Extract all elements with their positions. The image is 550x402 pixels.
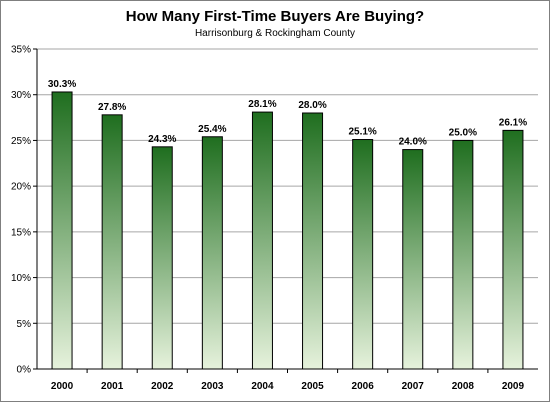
x-tick-label: 2004 [251, 381, 274, 392]
y-tick-label: 35% [11, 45, 31, 56]
x-tick-label: 2000 [51, 381, 74, 392]
data-label: 25.0% [449, 127, 477, 138]
bar [502, 129, 524, 370]
bar [201, 136, 223, 370]
y-tick-label: 20% [11, 182, 31, 193]
data-label: 25.4% [198, 124, 226, 135]
bar [151, 146, 173, 370]
bar [402, 149, 424, 370]
y-tick-label: 30% [11, 90, 31, 101]
y-tick-label: 0% [17, 365, 32, 376]
bar [51, 91, 73, 370]
x-tick-label: 2007 [402, 381, 425, 392]
bar [251, 111, 273, 370]
data-label: 25.1% [348, 127, 376, 138]
data-label: 24.3% [148, 134, 176, 145]
chart-title: How Many First-Time Buyers Are Buying? [125, 8, 425, 25]
x-tick-label: 2005 [301, 381, 324, 392]
data-label: 24.0% [399, 137, 427, 148]
y-tick-label: 10% [11, 273, 31, 284]
y-tick-label: 25% [11, 136, 31, 147]
data-label: 27.8% [98, 102, 126, 113]
x-tick-label: 2006 [352, 381, 375, 392]
chart-subtitle: Harrisonburg & Rockingham County [194, 28, 356, 39]
bar [101, 114, 123, 370]
x-tick-label: 2008 [452, 381, 475, 392]
bar [302, 112, 324, 370]
x-tick-label: 2002 [151, 381, 174, 392]
data-label: 28.1% [248, 99, 276, 110]
x-tick-label: 2003 [201, 381, 224, 392]
data-label: 30.3% [48, 79, 76, 90]
y-tick-label: 5% [17, 319, 32, 330]
axes: 0% 5% 10% 15% 20% 25% 30% 35% 2000 2001 2002 2003 20… [11, 45, 538, 392]
data-label: 28.0% [298, 100, 326, 111]
data-label: 26.1% [499, 117, 527, 128]
data-labels: 30.3% 27.8% 24.3% 25.4% 28.1% 28.0% 25.1% 24.0%… [48, 79, 527, 148]
x-tick-label: 2009 [502, 381, 525, 392]
y-tick-label: 15% [11, 227, 31, 238]
bars [51, 91, 524, 370]
x-tick-label: 2001 [101, 381, 124, 392]
bar [352, 139, 374, 370]
bar [452, 139, 474, 370]
